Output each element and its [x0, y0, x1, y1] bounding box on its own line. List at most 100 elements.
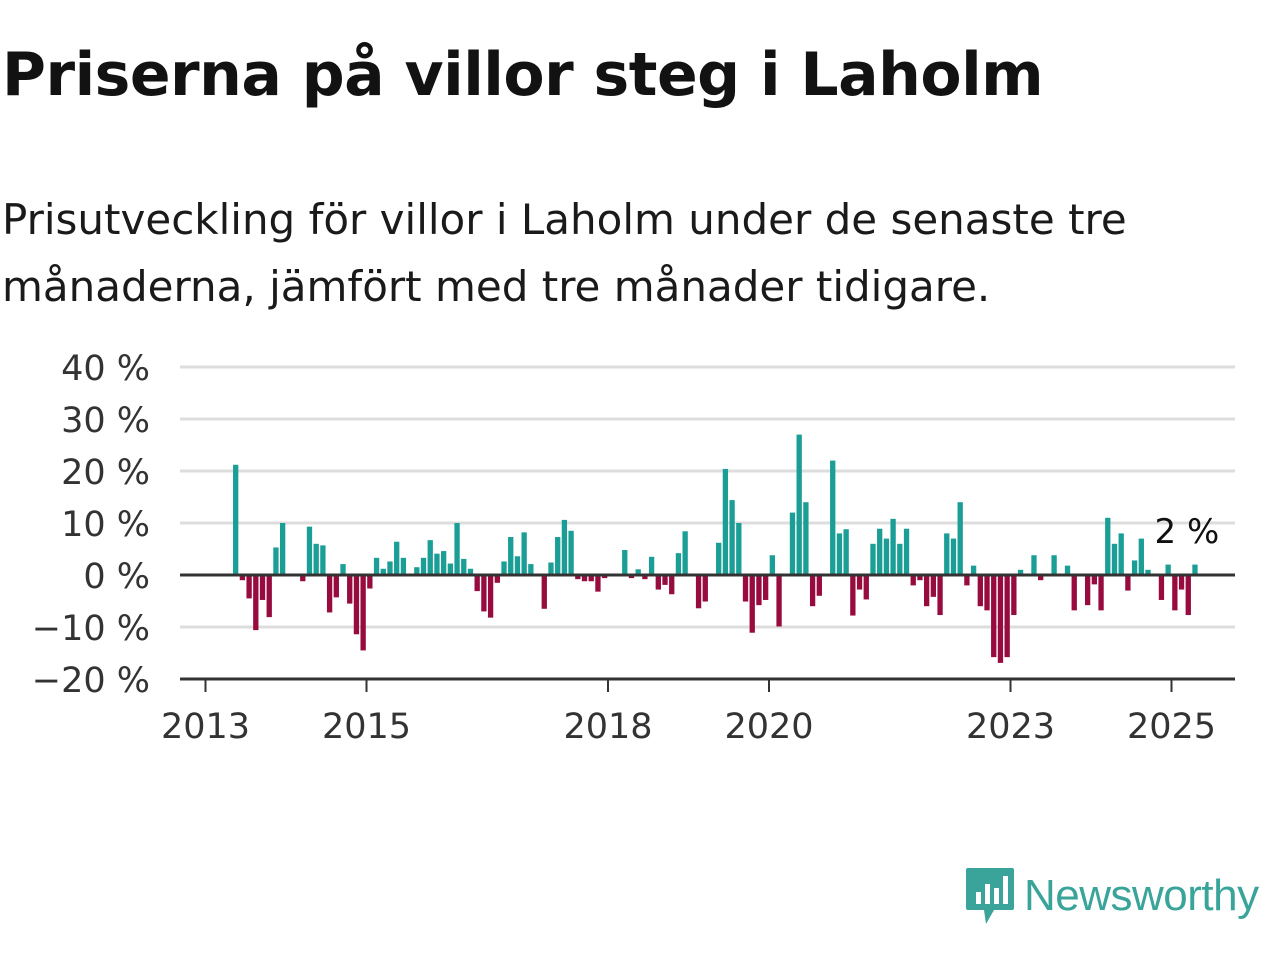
bar: [360, 575, 366, 651]
bar: [447, 563, 454, 575]
bar: [890, 518, 896, 575]
x-tick-label: 2020: [724, 707, 813, 747]
bar: [326, 575, 333, 613]
bar: [514, 556, 521, 575]
bar: [273, 547, 279, 575]
bar: [642, 575, 648, 580]
bar: [1064, 565, 1071, 575]
bar: [883, 538, 890, 575]
bar: [1011, 575, 1017, 616]
bar: [380, 568, 386, 575]
bar: [655, 575, 661, 590]
bar: [762, 575, 769, 600]
bar: [937, 575, 943, 616]
bar: [991, 575, 997, 658]
bar: [816, 575, 822, 596]
y-tick-label: −10 %: [32, 609, 150, 649]
bar: [320, 545, 326, 575]
x-tick-label: 2018: [563, 707, 652, 747]
bar: [756, 575, 762, 606]
bar: [266, 575, 272, 618]
bar: [306, 526, 313, 575]
chart-title: Priserna på villor steg i Laholm: [2, 40, 1044, 110]
bar: [622, 550, 628, 575]
bar: [487, 575, 494, 618]
bar: [964, 575, 970, 586]
bar: [662, 575, 668, 585]
bar: [420, 557, 427, 575]
bar: [742, 575, 749, 602]
bar: [246, 575, 252, 599]
bar: [836, 533, 843, 575]
bar: [353, 575, 360, 635]
bar: [648, 556, 655, 575]
bar: [1178, 575, 1185, 590]
y-tick-label: 40 %: [61, 349, 150, 389]
bar: [997, 575, 1004, 663]
bar: [877, 528, 883, 575]
y-tick-label: 30 %: [61, 401, 150, 441]
bar: [856, 575, 863, 590]
bar: [897, 543, 903, 575]
bar: [628, 575, 635, 579]
bar: [984, 575, 990, 611]
x-tick-label: 2015: [322, 707, 411, 747]
bar: [1131, 560, 1138, 575]
bar: [870, 543, 876, 575]
bar: [970, 565, 977, 575]
bar: [722, 468, 729, 575]
bar: [716, 542, 722, 575]
bar: [467, 568, 474, 575]
chart-subtitle: Prisutveckling för villor i Laholm under…: [2, 195, 1127, 311]
bar: [340, 564, 346, 575]
y-tick-label: 0 %: [83, 557, 150, 597]
bar: [588, 575, 594, 582]
axes: [180, 573, 1235, 681]
bar: [702, 575, 708, 602]
bar: [501, 561, 507, 575]
bar: [923, 575, 930, 607]
bar: [394, 541, 400, 575]
bar: [1105, 517, 1111, 575]
bar: [1118, 533, 1124, 575]
bar: [863, 575, 869, 600]
bar: [595, 575, 601, 592]
bar: [1038, 575, 1044, 581]
bar: [682, 531, 688, 575]
bar: [1158, 575, 1165, 600]
bar: [253, 575, 259, 631]
bar: [373, 557, 380, 575]
bar: [555, 537, 561, 575]
bar: [749, 575, 755, 633]
bar: [789, 512, 796, 575]
annotation: 2 %: [1155, 512, 1220, 552]
bar: [568, 530, 574, 575]
x-axis-labels: 2013 2015 2018 2020 2023 2025: [161, 679, 1216, 747]
bar: [736, 523, 742, 575]
bar: [427, 540, 433, 575]
bar: [333, 575, 339, 598]
bar: [279, 523, 286, 575]
x-tick-label: 2025: [1127, 707, 1216, 747]
y-tick-label: −20 %: [32, 661, 150, 701]
bar: [575, 575, 581, 580]
bar: [809, 575, 816, 607]
bar: [1172, 575, 1178, 611]
bar: [769, 555, 776, 575]
bar: [1192, 564, 1198, 575]
bar: [300, 575, 306, 582]
bar: [695, 575, 702, 609]
y-tick-label: 10 %: [61, 505, 150, 545]
bar: [541, 575, 547, 609]
bar: [910, 575, 916, 586]
bar: [259, 575, 266, 600]
bar: [440, 551, 447, 575]
bar: [367, 575, 373, 589]
bar: [508, 537, 514, 575]
bar: [528, 564, 534, 575]
y-tick-label: 20 %: [61, 453, 150, 493]
brand-logo: Newsworthy: [964, 866, 1259, 926]
brand-name: Newsworthy: [1024, 871, 1259, 920]
bar: [1185, 575, 1191, 616]
bar: [977, 575, 983, 607]
